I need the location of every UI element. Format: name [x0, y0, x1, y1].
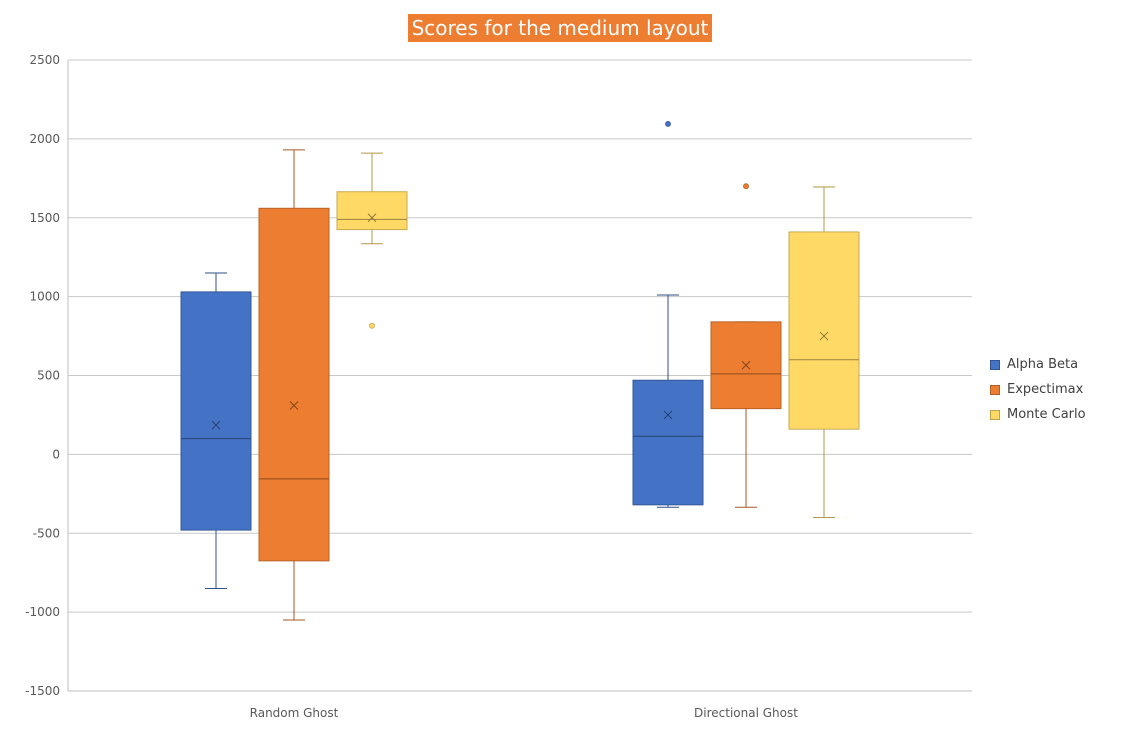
box: [788, 231, 860, 430]
legend-label-alpha-beta: Alpha Beta: [1007, 357, 1079, 372]
mean-marker: [819, 331, 829, 341]
chart-title: Scores for the medium layout: [407, 14, 713, 42]
box: [336, 191, 408, 231]
legend-swatch-alpha-beta: [990, 359, 1000, 370]
legend-item-alpha-beta: Alpha Beta: [990, 352, 1086, 377]
box: [180, 291, 252, 531]
y-tick-label: 1500: [29, 211, 60, 225]
outlier-point: [743, 183, 749, 190]
x-tick-label: Random Ghost: [250, 706, 339, 720]
mean-marker: [741, 360, 751, 370]
legend: Alpha Beta Expectimax Monte Carlo: [990, 352, 1086, 427]
y-tick-label: 2000: [29, 132, 60, 146]
legend-label-monte-carlo: Monte Carlo: [1007, 407, 1086, 422]
y-tick-label: 2500: [29, 53, 60, 67]
legend-item-monte-carlo: Monte Carlo: [990, 402, 1086, 427]
y-tick-label: 500: [37, 369, 60, 383]
mean-marker: [663, 410, 673, 420]
outlier-point: [369, 322, 375, 329]
outlier-point: [665, 120, 671, 127]
mean-marker: [289, 401, 299, 410]
mean-marker: [367, 213, 377, 223]
legend-swatch-monte-carlo: [990, 409, 1000, 420]
x-tick-label: Directional Ghost: [694, 706, 798, 720]
legend-swatch-expectimax: [990, 384, 1000, 395]
chart-title-wrap: Scores for the medium layout: [0, 14, 1120, 42]
y-tick-label: 1000: [29, 290, 60, 304]
mean-marker: [211, 420, 221, 430]
legend-item-expectimax: Expectimax: [990, 377, 1086, 402]
y-tick-label: -1000: [25, 605, 60, 619]
y-tick-label: 0: [52, 447, 60, 461]
y-tick-label: -1500: [25, 684, 60, 698]
y-tick-label: -500: [33, 526, 60, 540]
box: [632, 379, 704, 506]
box: [258, 207, 330, 562]
legend-label-expectimax: Expectimax: [1007, 382, 1084, 397]
